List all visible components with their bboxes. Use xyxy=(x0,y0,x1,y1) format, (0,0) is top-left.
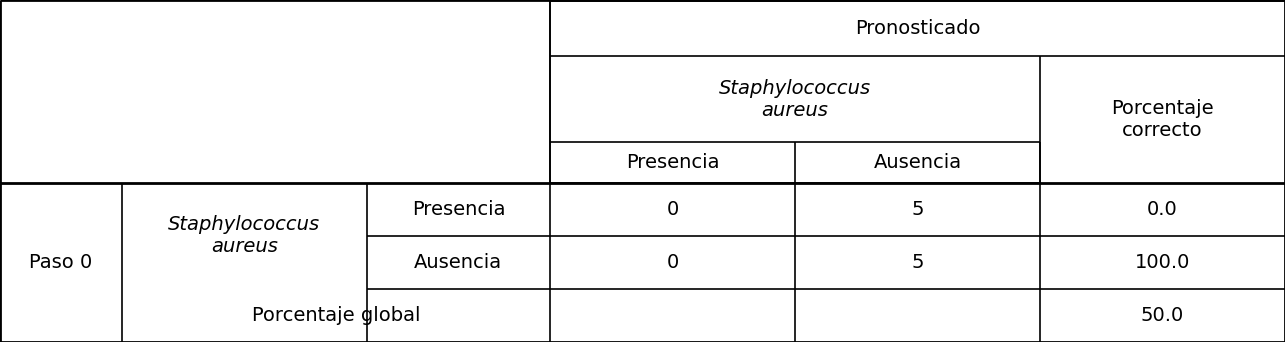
Text: Presencia: Presencia xyxy=(411,200,505,219)
Text: 100.0: 100.0 xyxy=(1135,253,1190,272)
Text: Presencia: Presencia xyxy=(626,153,720,172)
Text: Porcentaje
correcto: Porcentaje correcto xyxy=(1112,99,1214,140)
Text: 50.0: 50.0 xyxy=(1141,306,1185,325)
Text: 5: 5 xyxy=(911,200,924,219)
Text: 0: 0 xyxy=(667,200,678,219)
Text: 0.0: 0.0 xyxy=(1148,200,1178,219)
Text: Ausencia: Ausencia xyxy=(874,153,961,172)
Text: Paso 0: Paso 0 xyxy=(30,253,93,272)
Text: Staphylococcus
aureus: Staphylococcus aureus xyxy=(720,79,871,120)
Text: Staphylococcus
aureus: Staphylococcus aureus xyxy=(168,215,320,256)
Text: Porcentaje global: Porcentaje global xyxy=(252,306,420,325)
Text: 5: 5 xyxy=(911,253,924,272)
Text: Ausencia: Ausencia xyxy=(414,253,502,272)
Text: Pronosticado: Pronosticado xyxy=(855,19,980,38)
Text: 0: 0 xyxy=(667,253,678,272)
